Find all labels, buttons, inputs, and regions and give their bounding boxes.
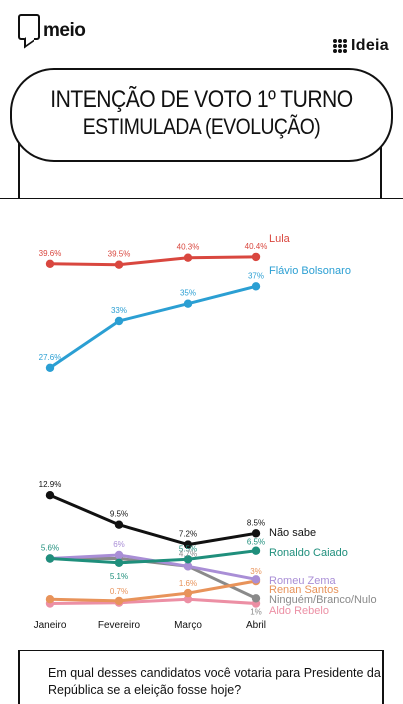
- data-label-flavio-bolsonaro: 27.6%: [39, 353, 62, 362]
- ideia-logo-text: Ideia: [351, 37, 389, 54]
- legend-label-nao-sabe: Não sabe: [269, 527, 316, 539]
- data-point-nao-sabe: [251, 529, 261, 538]
- chart-title: INTENÇÃO DE VOTO 1º TURNO ESTIMULADA (EV…: [10, 68, 393, 162]
- data-point-romeu-zema: [183, 562, 193, 571]
- data-point-lula: [251, 252, 261, 262]
- series-line-nao-sabe: [48, 493, 258, 547]
- data-label-nao-sabe: 8.5%: [247, 518, 265, 527]
- meio-logo-text: meio: [43, 20, 86, 41]
- legend-label-ninguem-branco-nulo: Ninguém/Branco/Nulo: [269, 594, 377, 606]
- ideia-logo: Ideia: [333, 38, 389, 54]
- chart-title-line1: INTENÇÃO DE VOTO 1º TURNO: [50, 86, 353, 113]
- meio-logo-icon: [18, 14, 40, 40]
- data-label-flavio-bolsonaro: 35%: [180, 289, 196, 298]
- data-label-ronaldo-caiado: 6.5%: [247, 538, 265, 547]
- x-tick-label: Março: [174, 620, 202, 631]
- data-point-ronaldo-caiado: [114, 558, 124, 567]
- data-label-nao-sabe: 9.5%: [110, 510, 128, 519]
- data-point-ronaldo-caiado: [183, 555, 193, 564]
- ideia-logo-icon: [333, 39, 348, 53]
- data-label-ninguem-branco-nulo: 4.7%: [179, 549, 197, 558]
- series-line-aldo-rebelo: [48, 597, 258, 605]
- data-point-ronaldo-caiado: [251, 546, 261, 555]
- x-tick-label: Abril: [246, 620, 266, 631]
- data-label-romeu-zema: 6%: [113, 540, 125, 549]
- data-point-lula: [183, 253, 193, 262]
- data-point-renan-santos: [114, 596, 124, 606]
- data-label-renan-santos: 3%: [250, 567, 262, 576]
- data-point-nao-sabe: [183, 540, 193, 549]
- series-line-ninguem-branco-nulo: [48, 557, 258, 600]
- data-label-lula: 40.3%: [177, 243, 200, 252]
- data-point-lula: [114, 260, 124, 269]
- data-point-ninguem-branco-nulo: [251, 594, 261, 603]
- x-tick-label: Fevereiro: [98, 620, 141, 631]
- data-label-renan-santos: 0.7%: [110, 587, 128, 596]
- legend-label-romeu-zema: Romeu Zema: [269, 575, 337, 587]
- data-label-lula: 39.5%: [108, 250, 131, 259]
- x-tick-label: Janeiro: [34, 620, 67, 631]
- data-label-nao-sabe: 12.9%: [39, 480, 62, 489]
- data-point-romeu-zema: [114, 550, 124, 560]
- data-point-flavio-bolsonaro: [251, 282, 261, 291]
- data-point-ronaldo-caiado: [45, 554, 55, 563]
- series-line-flavio-bolsonaro: [48, 284, 258, 370]
- data-point-romeu-zema: [251, 575, 261, 584]
- data-label-ronaldo-caiado: 5.6%: [41, 544, 59, 553]
- series-line-renan-santos: [48, 579, 258, 603]
- data-label-ronaldo-caiado: 5.5%: [179, 544, 197, 553]
- data-label-ninguem-branco-nulo: 1%: [250, 607, 262, 616]
- header: meio Ideia: [0, 0, 403, 62]
- data-label-ronaldo-caiado: 5.1%: [110, 572, 128, 581]
- data-point-flavio-bolsonaro: [183, 299, 193, 308]
- data-label-renan-santos: 1.6%: [179, 579, 197, 588]
- data-point-nao-sabe: [45, 491, 55, 500]
- legend-label-lula: Lula: [269, 233, 291, 245]
- data-label-flavio-bolsonaro: 37%: [248, 271, 264, 280]
- data-point-lula: [45, 259, 55, 268]
- chart-title-line2: ESTIMULADA (EVOLUÇÃO): [82, 114, 321, 139]
- series-line-lula: [48, 255, 258, 267]
- legend-label-ronaldo-caiado: Ronaldo Caiado: [269, 547, 348, 559]
- series-line-ronaldo-caiado: [48, 549, 258, 565]
- chart-top-rule: [0, 198, 403, 199]
- title-frame: [18, 116, 382, 198]
- legend-label-flavio-bolsonaro: Flávio Bolsonaro: [269, 265, 351, 277]
- meio-logo: meio: [18, 14, 86, 41]
- data-point-nao-sabe: [114, 520, 124, 529]
- survey-question: Em qual desses candidatos você votaria p…: [18, 650, 384, 704]
- data-point-aldo-rebelo: [183, 595, 193, 604]
- legend-label-aldo-rebelo: Aldo Rebelo: [269, 605, 329, 617]
- data-label-lula: 40.4%: [245, 242, 268, 251]
- data-label-flavio-bolsonaro: 33%: [111, 306, 127, 315]
- data-point-flavio-bolsonaro: [114, 316, 124, 326]
- data-point-flavio-bolsonaro: [45, 363, 55, 372]
- data-point-renan-santos: [45, 595, 55, 604]
- line-chart: 39.6% 39.5% 40.3% 40.4% 27.6% 33% 35% 37% 12.9% 9…: [34, 233, 377, 631]
- data-point-renan-santos: [183, 588, 193, 598]
- legend-label-renan-santos: Renan Santos: [269, 584, 339, 596]
- data-label-nao-sabe: 7.2%: [179, 530, 197, 539]
- data-label-lula: 39.6%: [39, 249, 62, 258]
